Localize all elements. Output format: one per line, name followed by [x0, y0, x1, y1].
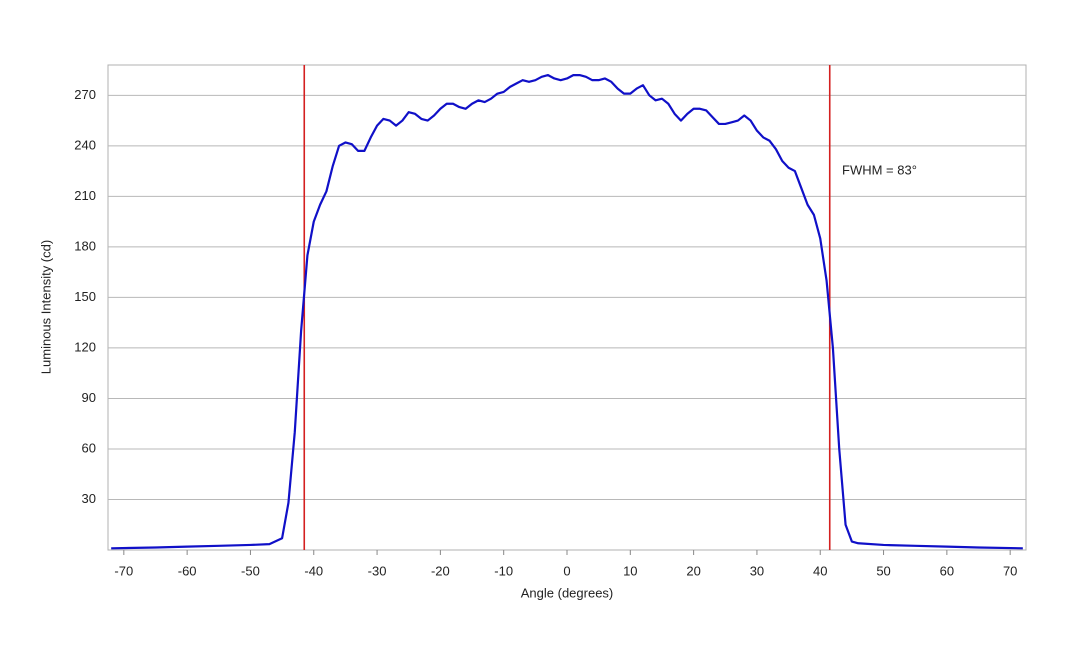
y-tick-label: 60 — [82, 440, 96, 455]
x-tick-label: -40 — [304, 563, 323, 578]
y-tick-label: 270 — [74, 87, 96, 102]
x-tick-label: -50 — [241, 563, 260, 578]
data-line — [111, 74, 1023, 550]
y-tick-label: 240 — [74, 137, 96, 152]
y-tick-label: 180 — [74, 238, 96, 253]
y-tick-label: 30 — [82, 491, 96, 506]
annotation: FWHM = 83° — [842, 162, 917, 177]
plot-frame — [107, 64, 1027, 551]
y-tick-label: 120 — [74, 339, 96, 354]
x-tick-label: -70 — [114, 563, 133, 578]
x-tick-label: 70 — [1003, 563, 1017, 578]
x-tick-label: 50 — [876, 563, 890, 578]
x-tick-label: 0 — [563, 563, 570, 578]
y-tick-label: 90 — [82, 390, 96, 405]
x-axis-label: Angle (degrees) — [521, 585, 614, 600]
x-tick-label: -10 — [494, 563, 513, 578]
x-tick-label: 10 — [623, 563, 637, 578]
x-tick-label: 30 — [750, 563, 764, 578]
x-tick-label: -20 — [431, 563, 450, 578]
x-tick-label: 60 — [940, 563, 954, 578]
y-tick-label: 150 — [74, 289, 96, 304]
x-tick-label: -60 — [178, 563, 197, 578]
y-axis-label: Luminous Intensity (cd) — [38, 240, 53, 374]
x-tick-label: 20 — [686, 563, 700, 578]
x-tick-label: -30 — [368, 563, 387, 578]
x-tick-label: 40 — [813, 563, 827, 578]
y-tick-label: 210 — [74, 188, 96, 203]
